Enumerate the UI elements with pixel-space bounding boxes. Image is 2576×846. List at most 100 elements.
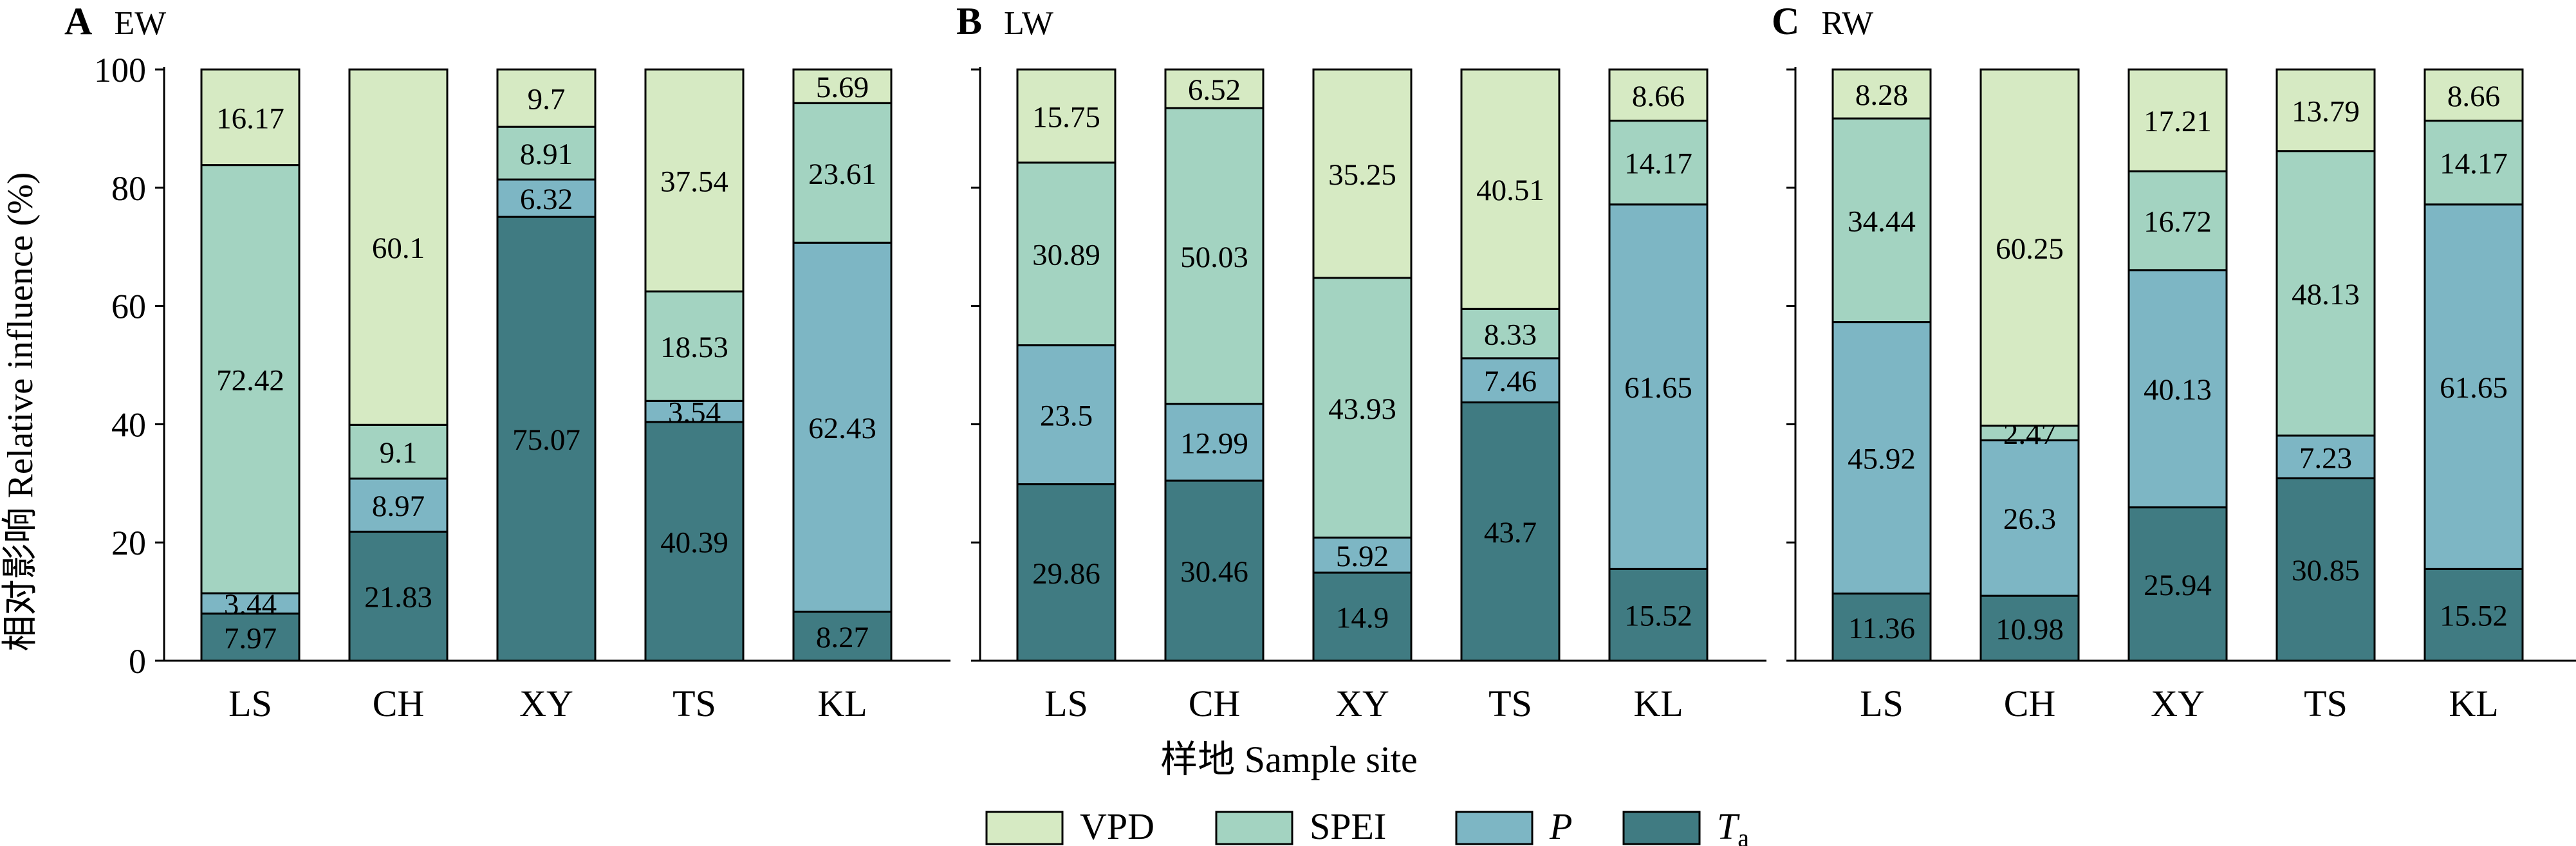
x-tick-label: CH	[1189, 683, 1241, 724]
panel-lw: B LW 29.86 23.5 30.89 15.75 LS 30.46 12.99 50.03 6…	[956, 0, 1766, 724]
data-label: 8.27	[816, 621, 869, 654]
bar-segment-vpd	[496, 68, 597, 128]
y-tick-label: 80	[111, 169, 146, 208]
panel-letter: B	[956, 0, 982, 42]
legend-label: VPD	[1080, 805, 1154, 846]
panel-letter: C	[1772, 0, 1799, 42]
bar-segment-spei	[792, 102, 893, 244]
data-label: 17.21	[2144, 105, 2212, 138]
y-tick-label: 100	[94, 51, 146, 89]
legend-label: SPEI	[1310, 805, 1386, 846]
panel-name: EW	[114, 5, 166, 42]
bar-segment-vpd	[1460, 68, 1561, 310]
data-label: 5.92	[1336, 540, 1389, 573]
data-label: 26.3	[2003, 502, 2056, 536]
data-label: 14.9	[1336, 602, 1389, 635]
bar-segment-ta	[792, 611, 893, 662]
bar-segment-ta	[1164, 479, 1265, 662]
data-label: 21.83	[364, 581, 432, 614]
bar-segment-spei	[2423, 120, 2524, 206]
bar-segment-ta	[496, 216, 597, 662]
panel-letter: A	[64, 0, 92, 42]
bar-segment-vpd	[2127, 68, 2228, 172]
bar-segment-spei	[1831, 117, 1932, 324]
bar-segment-p	[1312, 537, 1413, 574]
bar-segment-p	[792, 241, 893, 613]
legend-swatch	[1622, 811, 1701, 845]
data-label: 6.32	[520, 183, 573, 216]
bar-segment-spei	[496, 125, 597, 181]
data-label: 10.98	[1996, 613, 2064, 647]
x-tick-label: LS	[228, 683, 272, 724]
x-tick-label: CH	[373, 683, 425, 724]
bar-segment-ta	[1608, 567, 1709, 662]
bar-segment-p	[1608, 203, 1709, 570]
bar-segment-vpd	[792, 68, 893, 104]
data-label: 50.03	[1180, 241, 1248, 274]
data-label: 61.65	[1624, 371, 1692, 405]
data-label: 34.44	[1848, 205, 1916, 238]
x-tick-label: KL	[2449, 683, 2498, 724]
data-label: 7.46	[1484, 365, 1537, 398]
data-label: 43.93	[1328, 392, 1396, 426]
legend-swatch	[1455, 811, 1534, 845]
bar-segment-vpd	[1979, 68, 2080, 427]
data-label: 30.85	[2292, 554, 2360, 587]
y-tick-label: 20	[111, 524, 146, 562]
x-tick-label: LS	[1860, 683, 1904, 724]
x-tick-label: TS	[672, 683, 716, 724]
data-label: 37.54	[660, 165, 728, 198]
data-label: 23.61	[808, 158, 876, 191]
x-tick-label: TS	[2304, 683, 2348, 724]
bar-segment-vpd	[2423, 68, 2524, 122]
data-label: 15.75	[1032, 100, 1100, 134]
data-label: 30.46	[1180, 555, 1248, 589]
bar-segment-vpd	[1164, 68, 1265, 109]
x-tick-label: KL	[1633, 683, 1683, 724]
legend-item-p: P	[1455, 805, 1572, 846]
data-label: 7.97	[224, 621, 277, 655]
data-label: 29.86	[1032, 557, 1100, 591]
bar-segment-ta	[2127, 506, 2228, 662]
bar-segment-spei	[1312, 277, 1413, 539]
data-label: 9.7	[528, 83, 566, 116]
data-label: 8.97	[372, 490, 425, 523]
bar-segment-p	[1164, 403, 1265, 482]
data-label: 8.91	[520, 138, 573, 171]
bar-segment-vpd	[2275, 68, 2376, 152]
y-tick-label: 0	[129, 642, 146, 681]
data-label: 11.36	[1848, 612, 1915, 645]
panel-rw: C RW11.3645.9234.448.28LS10.9826.32.4760.…	[1772, 0, 2576, 724]
y-tick-label: 60	[111, 288, 146, 326]
x-tick-label: XY	[1335, 683, 1389, 724]
panel-name: RW	[1821, 5, 1873, 42]
data-label: 8.66	[2447, 80, 2500, 113]
data-label: 45.92	[1848, 443, 1916, 476]
x-tick-label: TS	[1488, 683, 1532, 724]
data-label: 5.69	[816, 71, 869, 104]
data-label: 14.17	[2440, 147, 2508, 181]
bar-segment-ta	[1016, 483, 1117, 662]
legend-swatch	[1215, 811, 1293, 845]
legend-item-ta: Ta	[1622, 805, 1749, 846]
x-tick-label: CH	[2004, 683, 2056, 724]
data-label: 35.25	[1328, 158, 1396, 192]
bar-segment-spei	[644, 290, 745, 402]
x-axis-label: 样地 Sample site	[1160, 739, 1418, 780]
data-label: 23.5	[1040, 400, 1093, 433]
data-label: 61.65	[2440, 371, 2508, 405]
data-label: 16.17	[216, 102, 284, 135]
panel-title: C RW	[1772, 0, 1873, 42]
bar-segment-ta	[2423, 567, 2524, 662]
bar-segment-vpd	[1312, 68, 1413, 279]
data-label: 8.66	[1632, 80, 1685, 113]
x-tick-label: XY	[519, 683, 573, 724]
data-label: 6.52	[1188, 73, 1241, 107]
data-label: 18.53	[660, 331, 728, 364]
data-label: 9.1	[380, 436, 418, 470]
y-axis-label: 相对影响 Relative influence (%)	[1, 172, 41, 652]
legend-item-vpd: VPD	[985, 805, 1154, 846]
bar-segment-spei	[1608, 120, 1709, 206]
